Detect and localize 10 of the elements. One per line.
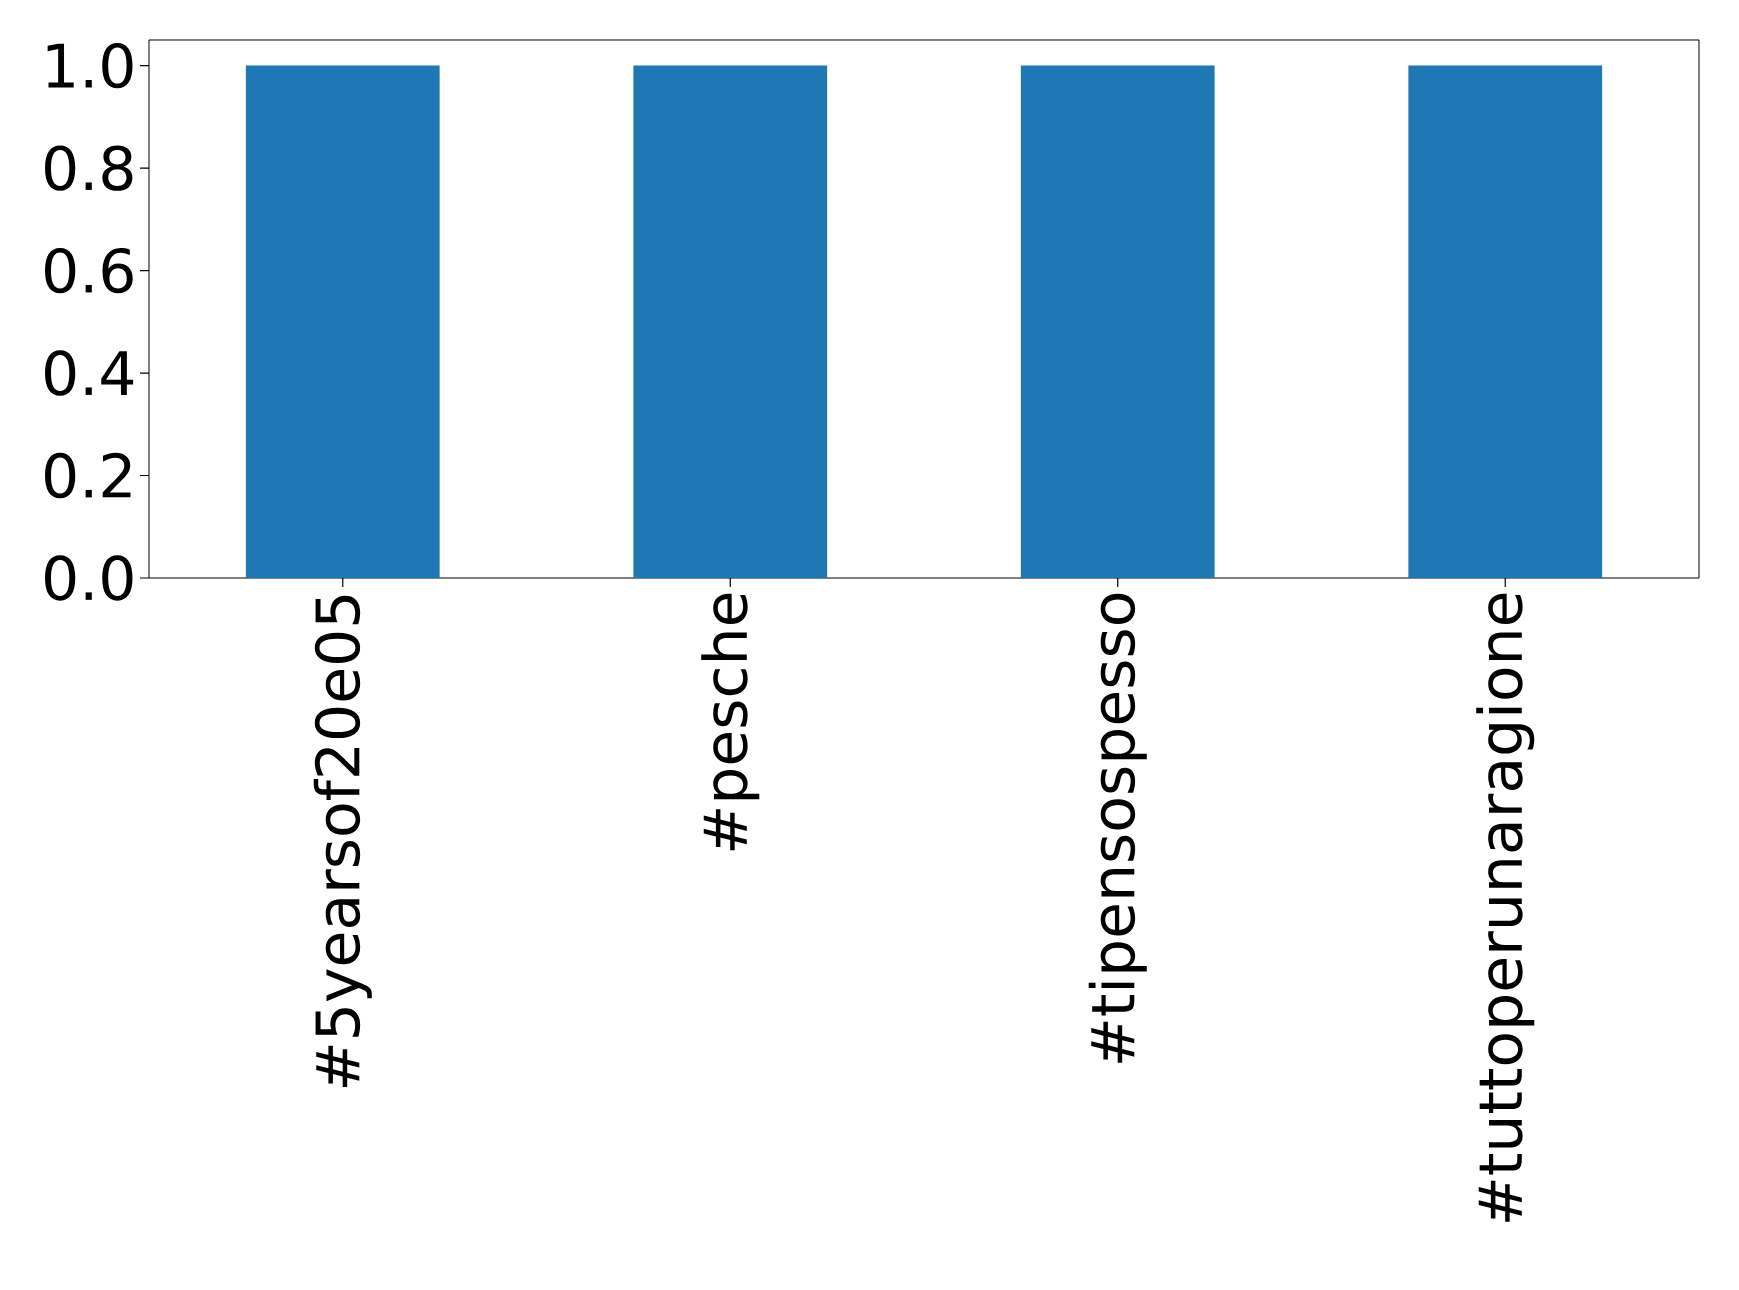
y-tick-label: 0.6	[45, 247, 133, 294]
y-tick-label: 0.4	[45, 350, 134, 396]
y-tick-label: 0.0	[45, 555, 133, 601]
x-tick-label: #tipensospesso	[1088, 593, 1147, 1063]
y-tick-label: 1.0	[47, 42, 133, 89]
y-tick-label: 0.2	[45, 452, 131, 499]
y-tick-label: 0.8	[45, 145, 133, 191]
x-tick-label: #pesche	[701, 593, 760, 851]
x-tick-label: #tuttoperunaragione	[1476, 593, 1535, 1222]
x-tick-label: #5yearsof20e05	[313, 595, 372, 1087]
